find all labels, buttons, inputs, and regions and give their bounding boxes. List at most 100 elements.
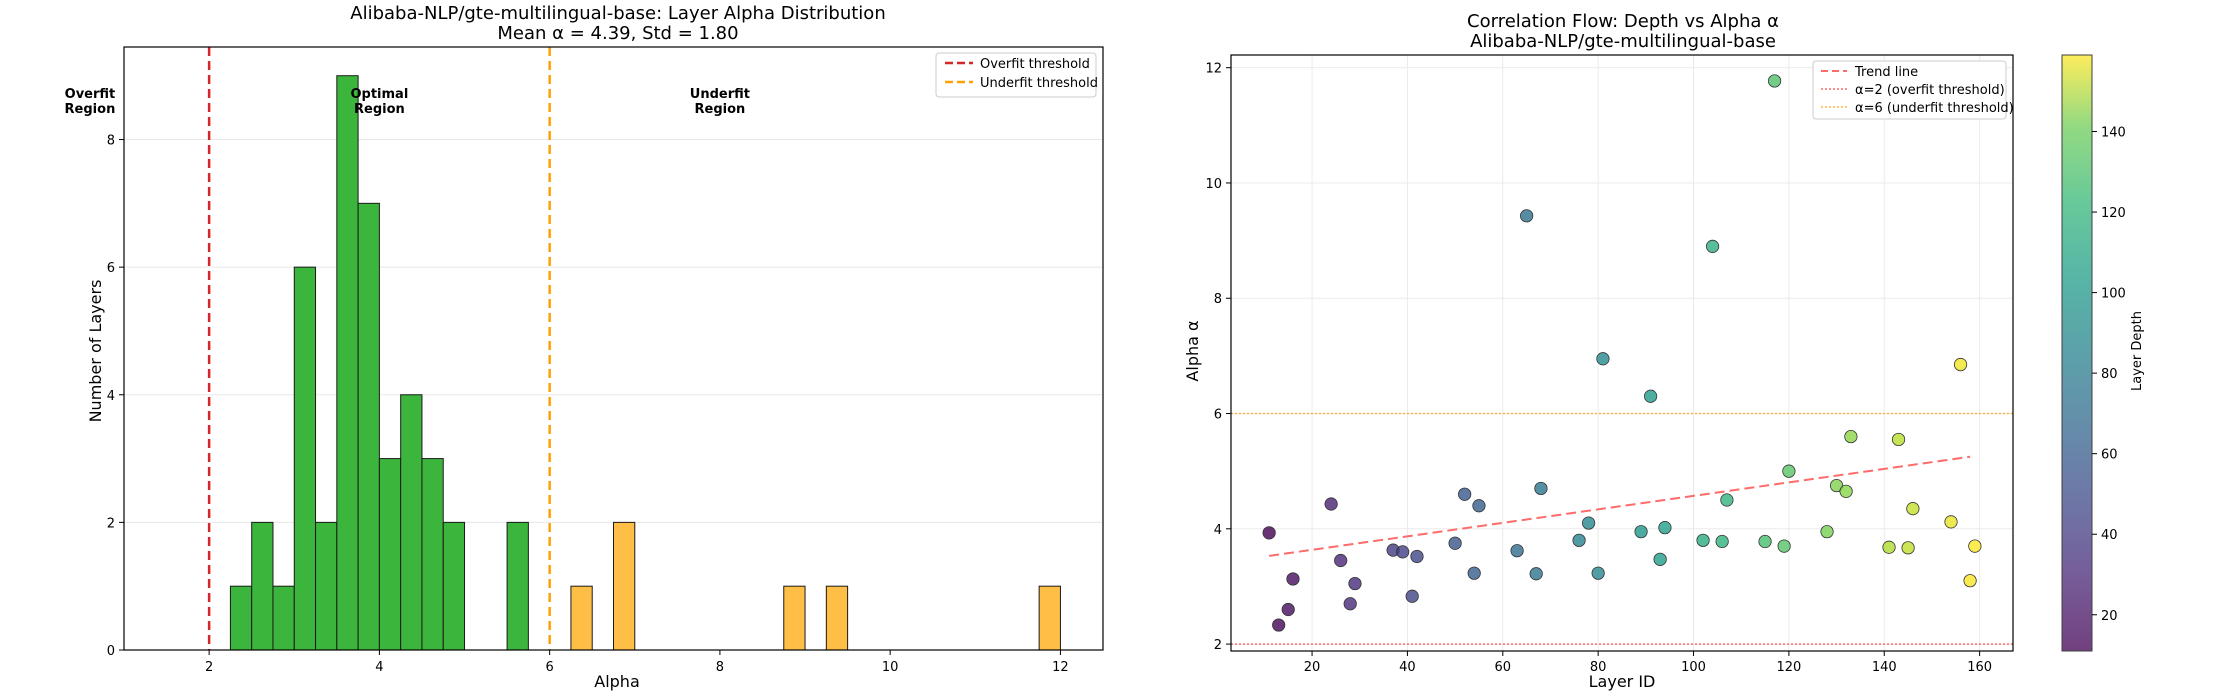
scatter-point — [1720, 493, 1734, 507]
alpha-histogram-chart: Alibaba-NLP/gte-multilingual-base: Layer… — [65, 3, 1104, 691]
scatter-point — [1968, 539, 1982, 553]
scatter-point — [1758, 534, 1772, 549]
colorbar-tick-label: 120 — [2101, 206, 2126, 221]
scatter-point — [1529, 567, 1543, 581]
histogram-bar — [357, 202, 380, 651]
scatter-xtick-label: 60 — [1495, 660, 1512, 675]
histogram-bar — [315, 521, 338, 651]
trend-line-legend-label: Trend line — [1854, 65, 1918, 80]
scatter-legend: Trend line α=2 (overfit threshold) α=6 (… — [1812, 60, 2014, 120]
histogram-xlabel: Alpha — [594, 672, 640, 691]
scatter-point — [1767, 74, 1782, 88]
scatter-xtick-label: 40 — [1399, 660, 1416, 675]
overfit-legend-label: Overfit threshold — [980, 57, 1090, 72]
histogram-xtick-label: 12 — [1052, 660, 1069, 675]
scatter-point — [1510, 544, 1524, 558]
histogram-bar — [783, 585, 806, 651]
histogram-bar — [1038, 585, 1061, 651]
histogram-xtick-label: 4 — [375, 660, 383, 675]
scatter-point — [1458, 487, 1472, 501]
overfit-threshold-legend-label: α=2 (overfit threshold) — [1855, 83, 2005, 98]
histogram-ylabel: Number of Layers — [86, 280, 105, 423]
histogram-xtick-label: 10 — [882, 660, 899, 675]
histogram-ytick-label: 2 — [107, 516, 115, 531]
scatter-point — [1963, 574, 1977, 588]
scatter-point — [1839, 484, 1853, 498]
scatter-point — [1953, 357, 1968, 372]
scatter-xlabel: Layer ID — [1589, 672, 1656, 691]
scatter-point — [1520, 209, 1534, 223]
scatter-point — [1582, 516, 1596, 530]
histogram-ytick-label: 6 — [107, 261, 115, 276]
scatter-point — [1334, 553, 1348, 568]
scatter-point — [1634, 525, 1648, 539]
colorbar-tick-label: 80 — [2101, 367, 2118, 382]
histogram-bar — [378, 458, 402, 651]
scatter-ytick-label: 12 — [1205, 62, 1222, 77]
histogram-bar — [251, 521, 274, 651]
region-label: Overfit Region — [65, 87, 116, 117]
colorbar-tick-label: 100 — [2101, 287, 2126, 302]
scatter-point — [1396, 545, 1410, 559]
histogram-title: Alibaba-NLP/gte-multilingual-base: Layer… — [350, 3, 885, 24]
colorbar-label: Layer Depth — [2130, 311, 2145, 391]
scatter-point — [1705, 239, 1720, 253]
histogram-bar — [421, 458, 444, 651]
scatter-ytick-label: 4 — [1214, 523, 1222, 538]
histogram-bar — [570, 585, 593, 651]
scatter-point — [1906, 502, 1920, 516]
scatter-xtick-label: 140 — [1872, 660, 1897, 675]
scatter-plot-frame — [1230, 54, 2014, 652]
scatter-ytick-label: 2 — [1214, 638, 1222, 653]
histogram-ytick-label: 0 — [107, 644, 115, 659]
scatter-point — [1644, 389, 1658, 403]
histogram-bar — [336, 75, 359, 651]
scatter-point — [1448, 536, 1462, 550]
histogram-ytick-label: 4 — [107, 389, 115, 404]
scatter-point — [1534, 481, 1548, 496]
scatter-point — [1572, 533, 1586, 547]
scatter-title: Correlation Flow: Depth vs Alpha α — [1467, 11, 1779, 32]
scatter-xtick-label: 20 — [1304, 660, 1321, 675]
underfit-threshold-legend-label: α=6 (underfit threshold) — [1855, 101, 2014, 116]
scatter-xtick-label: 120 — [1776, 660, 1801, 675]
scatter-point — [1696, 533, 1710, 547]
scatter-xtick-label: 160 — [1967, 660, 1992, 675]
underfit-legend-label: Underfit threshold — [980, 76, 1098, 91]
histogram-bar — [293, 266, 317, 651]
scatter-xtick-label: 100 — [1681, 660, 1706, 675]
region-label: Underfit Region — [690, 87, 750, 117]
scatter-ytick-label: 10 — [1205, 177, 1222, 192]
colorbar — [2061, 54, 2093, 652]
scatter-point — [1715, 534, 1729, 549]
scatter-point — [1472, 499, 1486, 513]
scatter-point — [1591, 566, 1605, 580]
scatter-point — [1467, 566, 1481, 580]
histogram-xtick-label: 2 — [205, 660, 213, 675]
scatter-ytick-label: 6 — [1214, 408, 1222, 423]
histogram-bar — [825, 585, 849, 651]
depth-vs-alpha-scatter-chart: Correlation Flow: Depth vs Alpha α Aliba… — [1183, 11, 2145, 691]
histogram-xtick-label: 8 — [716, 660, 724, 675]
colorbar-tick-label: 60 — [2101, 448, 2118, 463]
scatter-point — [1653, 552, 1667, 566]
scatter-point — [1777, 539, 1791, 553]
scatter-xtick-label: 80 — [1590, 660, 1607, 675]
scatter-point — [1281, 602, 1295, 617]
scatter-point — [1348, 576, 1362, 591]
histogram-bar — [613, 521, 636, 651]
histogram-bar — [229, 585, 253, 651]
scatter-point — [1343, 597, 1357, 611]
histogram-bar — [442, 521, 466, 651]
scatter-point — [1286, 572, 1300, 586]
histogram-subtitle: Mean α = 4.39, Std = 1.80 — [497, 23, 738, 44]
scatter-point — [1324, 497, 1338, 511]
scatter-point — [1944, 515, 1958, 529]
scatter-point — [1272, 618, 1286, 632]
colorbar-tick-label: 140 — [2101, 126, 2126, 141]
scatter-point — [1658, 521, 1672, 535]
histogram-bar — [506, 521, 529, 651]
scatter-point — [1596, 352, 1610, 366]
scatter-ylabel: Alpha α — [1183, 320, 1202, 381]
